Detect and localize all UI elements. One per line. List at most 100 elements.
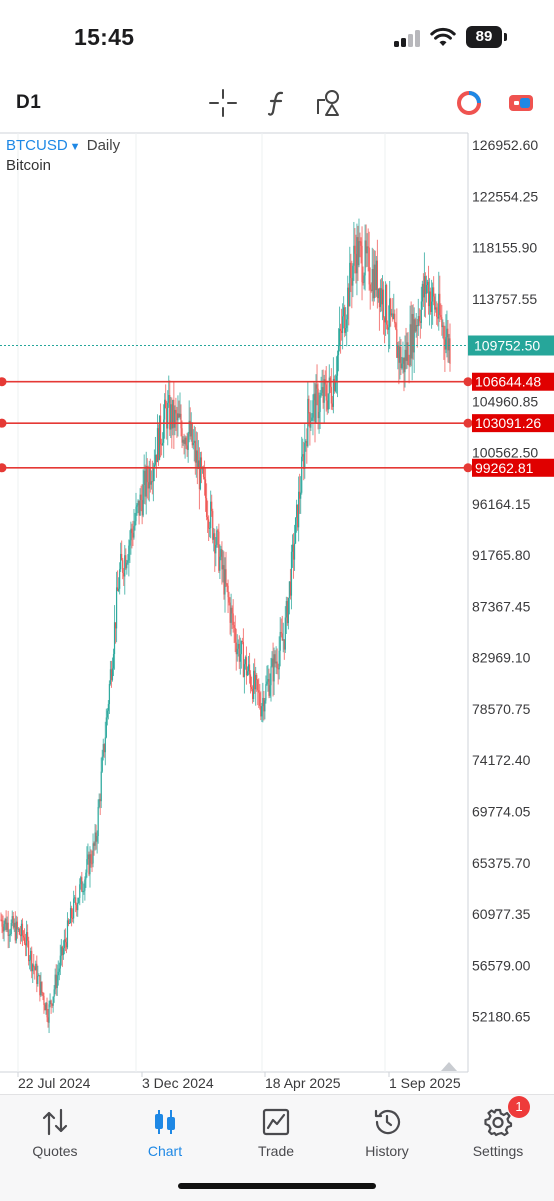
- candle-body: [415, 325, 417, 332]
- nav-trade[interactable]: Trade: [221, 1103, 331, 1163]
- candle-body: [156, 428, 159, 463]
- candle-body: [208, 519, 210, 529]
- candle-body: [155, 454, 158, 463]
- nav-settings[interactable]: Settings: [443, 1103, 553, 1163]
- candle-body: [51, 1003, 53, 1006]
- candle-body: [203, 477, 206, 480]
- candle-body: [345, 328, 347, 333]
- candle-body: [168, 395, 170, 403]
- nav-chart[interactable]: Chart: [110, 1103, 220, 1163]
- candle-body: [79, 884, 81, 898]
- indicators-icon[interactable]: [262, 88, 292, 118]
- candle-body: [54, 974, 56, 990]
- candle-body: [220, 549, 222, 557]
- candle-body: [2, 926, 4, 932]
- candle-body: [291, 544, 294, 552]
- price-scale-label: 60977.35: [472, 906, 531, 922]
- chart-symbol[interactable]: BTCUSD ▼ Daily: [6, 137, 120, 154]
- candle-body: [125, 555, 127, 569]
- candle-body: [151, 481, 153, 483]
- candle-body: [141, 500, 143, 516]
- candle-body: [1, 919, 3, 927]
- candle-body: [348, 287, 350, 307]
- candle-body: [115, 587, 118, 629]
- candle-body: [428, 291, 431, 307]
- candle-body: [284, 617, 286, 650]
- trade-toggle-icon[interactable]: [506, 88, 536, 118]
- horizontal-line-handle-left[interactable]: [0, 463, 7, 473]
- horizontal-line-handle-right[interactable]: [463, 463, 473, 473]
- candle-body: [181, 428, 183, 443]
- candle-body: [75, 897, 77, 905]
- timeframe-button[interactable]: D1: [16, 92, 42, 113]
- history-icon: [374, 1109, 401, 1135]
- chart-type-icon[interactable]: [454, 88, 484, 118]
- candle-body: [408, 364, 410, 366]
- candle-body: [234, 627, 236, 643]
- candle-body: [435, 307, 437, 310]
- candle-body: [81, 877, 83, 892]
- candle-body: [441, 317, 443, 328]
- candle-body: [112, 654, 115, 669]
- candle-body: [249, 674, 252, 688]
- horizontal-line-handle-left[interactable]: [0, 377, 7, 387]
- candle-body: [238, 643, 240, 662]
- candle-body: [275, 661, 277, 664]
- candle-body: [417, 316, 419, 327]
- candle-body: [134, 521, 136, 527]
- objects-icon[interactable]: [315, 88, 345, 118]
- candle-body: [116, 587, 119, 591]
- candle-body: [26, 932, 29, 941]
- horizontal-line-handle-left[interactable]: [0, 418, 7, 428]
- symbol-dropdown-icon[interactable]: ▼: [69, 141, 81, 153]
- time-scale-label: 18 Apr 2025: [265, 1075, 341, 1091]
- candle-body: [298, 491, 300, 528]
- candle-body: [350, 262, 352, 279]
- candle-body: [10, 922, 12, 935]
- candle-body: [299, 491, 301, 499]
- scroll-end-icon[interactable]: [441, 1062, 457, 1071]
- candle-body: [420, 301, 422, 323]
- candle-body: [195, 450, 197, 463]
- candle-body: [63, 939, 66, 949]
- candle-body: [90, 854, 92, 864]
- candle-body: [410, 324, 412, 359]
- candle-body: [129, 540, 131, 546]
- candle-body: [66, 920, 69, 948]
- candle-body: [96, 836, 98, 842]
- candle-body: [326, 400, 328, 410]
- candle-body: [166, 408, 168, 429]
- candle-body: [246, 671, 249, 676]
- candlestick-chart[interactable]: 109752.50 106644.48 103091.26 99262.81 1269…: [0, 132, 554, 1094]
- nav-label: Chart: [147, 1143, 183, 1159]
- candle-body: [260, 705, 262, 717]
- candle-body: [77, 902, 79, 911]
- candle-body: [142, 484, 144, 516]
- candle-body: [235, 642, 237, 655]
- candle-body: [211, 501, 213, 512]
- candle-body: [31, 950, 33, 972]
- candle-body: [427, 281, 430, 307]
- candle-body: [127, 560, 129, 563]
- candle-body: [185, 437, 187, 446]
- horizontal-line-handle-right[interactable]: [463, 418, 473, 428]
- candle-body: [397, 345, 399, 358]
- price-chart[interactable]: 109752.50 106644.48 103091.26 99262.81 1269…: [0, 132, 554, 1094]
- candle-body: [287, 597, 290, 624]
- symbol-name[interactable]: BTCUSD: [6, 137, 68, 154]
- candle-body: [210, 501, 212, 528]
- candle-body: [37, 975, 39, 984]
- nav-history[interactable]: History: [332, 1103, 442, 1163]
- candle-body: [214, 533, 216, 554]
- nav-quotes[interactable]: Quotes: [0, 1103, 110, 1163]
- candle-body: [300, 492, 302, 499]
- candle-body: [377, 288, 380, 299]
- candle-body: [330, 386, 332, 404]
- candle-body: [242, 642, 244, 678]
- candle-body: [380, 288, 383, 305]
- crosshair-icon[interactable]: [208, 88, 238, 118]
- candle-body: [145, 466, 147, 497]
- candle-body: [267, 679, 269, 682]
- candle-body: [276, 661, 278, 669]
- horizontal-line-handle-right[interactable]: [463, 377, 473, 387]
